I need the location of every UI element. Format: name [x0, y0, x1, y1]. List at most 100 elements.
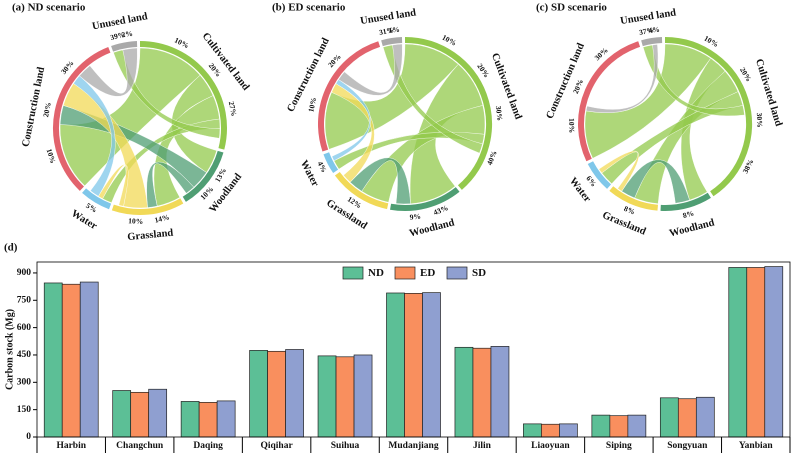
sector-tick-label: 10% — [441, 33, 458, 48]
bar — [249, 350, 268, 438]
chart-title: (d) — [4, 242, 18, 254]
chart-title: (c) SD scenario — [536, 2, 607, 14]
sector-tick-label: 30% — [494, 105, 505, 121]
chord-ribbon — [331, 83, 375, 183]
chord-ribbon — [113, 49, 221, 139]
chord-ribbon — [584, 43, 711, 159]
y-tick-label: 900 — [17, 268, 32, 278]
x-tick-label: Yanbian — [739, 441, 774, 451]
chord-ribbon — [382, 44, 483, 154]
bar — [764, 266, 784, 438]
sector-tick-label: 10% — [128, 216, 143, 226]
sector-label: Unused land — [359, 7, 417, 27]
y-tick-label: 0 — [26, 432, 31, 442]
bar — [659, 397, 679, 438]
sector-tick-label: 10% — [173, 36, 190, 51]
bar — [198, 402, 218, 438]
chord-ribbon — [98, 164, 129, 207]
bar — [180, 401, 200, 438]
sector-arc — [182, 150, 224, 202]
x-tick-label: Siping — [606, 441, 632, 451]
bar — [130, 391, 150, 438]
bar — [335, 356, 355, 438]
sector-arc — [381, 37, 403, 47]
chart-title: (a) ND scenario — [12, 2, 86, 14]
bar — [112, 390, 132, 438]
sector-tick-label: 30% — [755, 113, 765, 128]
y-tick-label: 750 — [17, 295, 32, 305]
sector-label: Cultivated land — [489, 52, 524, 121]
chord-ribbon — [642, 44, 745, 117]
y-tick-label: 150 — [17, 405, 32, 415]
bar — [386, 292, 405, 438]
y-tick-label: 450 — [17, 350, 32, 360]
sector-arc — [390, 187, 460, 211]
chord-ribbon — [349, 157, 411, 205]
sector-arc — [660, 192, 711, 211]
sector-tick-label: 39% — [109, 30, 126, 42]
sector-tick-label: 9% — [409, 212, 421, 222]
chord-ribbon — [621, 159, 690, 204]
sector-tick-label: 14% — [154, 212, 171, 224]
bar — [148, 388, 168, 438]
bar — [404, 293, 423, 438]
bar — [472, 347, 492, 438]
bar — [541, 423, 560, 438]
bar — [43, 282, 63, 438]
sector-tick-label: 10% — [567, 118, 576, 133]
sector-tick-label: 37% — [638, 25, 654, 37]
chord-ribbon — [146, 161, 195, 208]
sector-arc — [587, 161, 612, 189]
sector-arc — [641, 37, 663, 47]
sector-tick-label: 10% — [306, 96, 318, 113]
bar — [523, 423, 542, 438]
x-tick-label: Changchun — [116, 441, 164, 451]
sector-arc — [609, 186, 659, 211]
x-tick-label: Suihua — [331, 441, 360, 451]
plot-frame — [36, 261, 791, 438]
bar — [591, 414, 611, 438]
chart-title: (b) ED scenario — [272, 2, 346, 14]
sector-arc — [82, 188, 112, 210]
x-tick-label: Jilin — [473, 441, 492, 451]
legend-swatch — [394, 266, 416, 280]
bar — [285, 349, 304, 438]
bar — [746, 267, 766, 438]
y-tick-label: 600 — [17, 323, 32, 333]
sector-label: Grassland — [601, 210, 648, 238]
chord-ribbon — [73, 75, 116, 197]
sector-tick-label: 4% — [648, 25, 660, 35]
bar — [216, 400, 236, 438]
sector-arc — [111, 198, 184, 215]
bar — [353, 354, 373, 438]
sector-arc — [139, 41, 227, 150]
bar — [627, 414, 647, 438]
sector-tick-label: 2% — [121, 29, 133, 39]
bar — [490, 346, 510, 438]
legend-label: ED — [420, 267, 435, 279]
sector-arc — [664, 37, 752, 197]
sector-arc — [404, 37, 492, 190]
sector-arc — [334, 171, 389, 210]
sector-label: Cultivated land — [200, 31, 252, 93]
sector-label: Grassland — [127, 228, 174, 243]
x-tick-label: Mudanjiang — [388, 441, 438, 451]
sector-tick-label: 31% — [378, 25, 394, 37]
sector-tick-label: 10% — [45, 148, 58, 165]
sector-tick-label: 20% — [41, 101, 53, 117]
y-tick-label: 300 — [17, 378, 32, 388]
sector-tick-label: 8% — [623, 204, 637, 217]
sector-tick-label: 1% — [388, 25, 400, 35]
sector-label: Unused land — [91, 11, 149, 32]
bar — [695, 396, 715, 438]
sector-arc — [111, 41, 138, 52]
bar — [728, 267, 748, 438]
sector-tick-label: 8% — [682, 209, 695, 221]
legend-label: SD — [472, 267, 486, 279]
bar — [267, 350, 286, 438]
x-tick-label: Qiqihar — [260, 441, 293, 451]
x-tick-label: Liaoyuan — [531, 441, 570, 451]
chord-ribbon — [331, 79, 371, 162]
sector-tick-label: 20% — [571, 78, 585, 95]
